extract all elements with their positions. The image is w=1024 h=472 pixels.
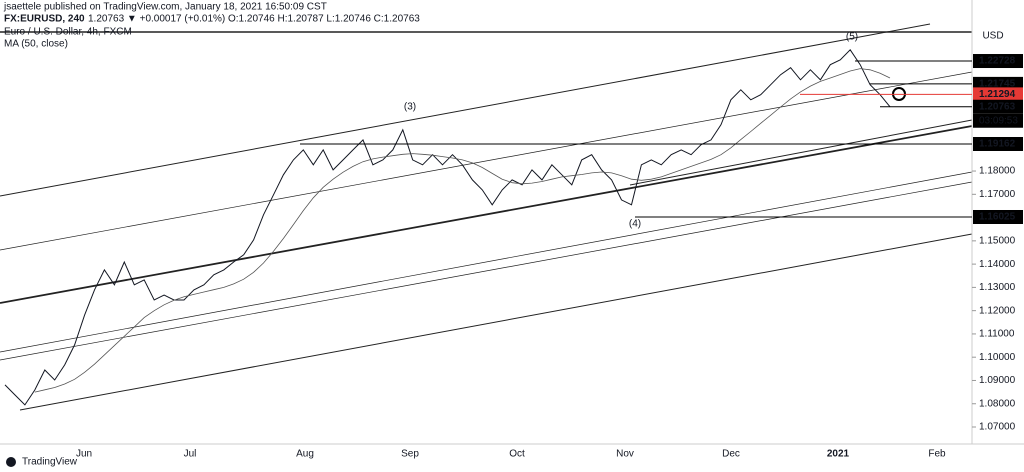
countdown-box [973, 113, 1023, 128]
wave-label: (3) [404, 102, 416, 113]
y-tick-label: 1.15000 [979, 235, 1016, 246]
x-tick-label: Feb [928, 449, 946, 460]
publisher: jsaettele published on TradingView.com, … [3, 2, 327, 13]
ma-line [34, 68, 891, 393]
y-tick-label: 1.12000 [979, 305, 1016, 316]
level-box [973, 99, 1023, 114]
level-box [973, 136, 1023, 151]
x-tick-label: Dec [722, 449, 740, 460]
level-label: 1.21745 [979, 79, 1016, 90]
level-label: 1.21294 [979, 89, 1016, 100]
x-tick-label: Jul [184, 449, 197, 460]
x-tick-label: 2021 [827, 449, 850, 460]
x-tick-label: Sep [401, 449, 419, 460]
x-tick-label: Oct [509, 449, 525, 460]
x-tick-label: Aug [296, 449, 314, 460]
channels [0, 23, 973, 411]
x-tick-label: Jun [76, 449, 92, 460]
y-tick-label: 1.17000 [979, 189, 1016, 200]
level-label: 1.22728 [979, 56, 1016, 67]
y-tick-label: 1.18000 [979, 166, 1016, 177]
currency: USD [982, 31, 1003, 42]
x-tick-label: Nov [616, 449, 634, 460]
logo [6, 457, 16, 467]
instrument: Euro / U.S. Dollar, 4h, FXCM [4, 27, 132, 38]
y-tick-label: 1.10000 [979, 352, 1016, 363]
countdown: 03:09:53 [979, 115, 1018, 126]
wave-label: (4) [629, 219, 641, 230]
symbol: FX:EURUSD, 240 [4, 14, 85, 25]
price-line [4, 49, 891, 406]
level-box [973, 87, 1023, 102]
ma-legend: MA (50, close) [4, 39, 68, 50]
level-label: 1.19162 [979, 139, 1016, 150]
level-label: 1.16025 [979, 212, 1016, 223]
wave-label: (5) [846, 32, 858, 43]
y-tick-label: 1.14000 [979, 259, 1016, 270]
quote: 1.20763 ▼ +0.00017 (+0.01%) O:1.20746 H:… [88, 14, 420, 25]
y-tick-label: 1.09000 [979, 375, 1016, 386]
y-tick-label: 1.07000 [979, 422, 1016, 433]
footer: TradingView [22, 457, 78, 468]
level-label: 1.20763 [979, 101, 1016, 112]
y-tick-label: 1.11000 [979, 329, 1015, 340]
level-box [973, 209, 1023, 224]
y-tick-label: 1.13000 [979, 282, 1016, 293]
level-box [973, 54, 1023, 69]
y-tick-label: 1.08000 [979, 398, 1016, 409]
